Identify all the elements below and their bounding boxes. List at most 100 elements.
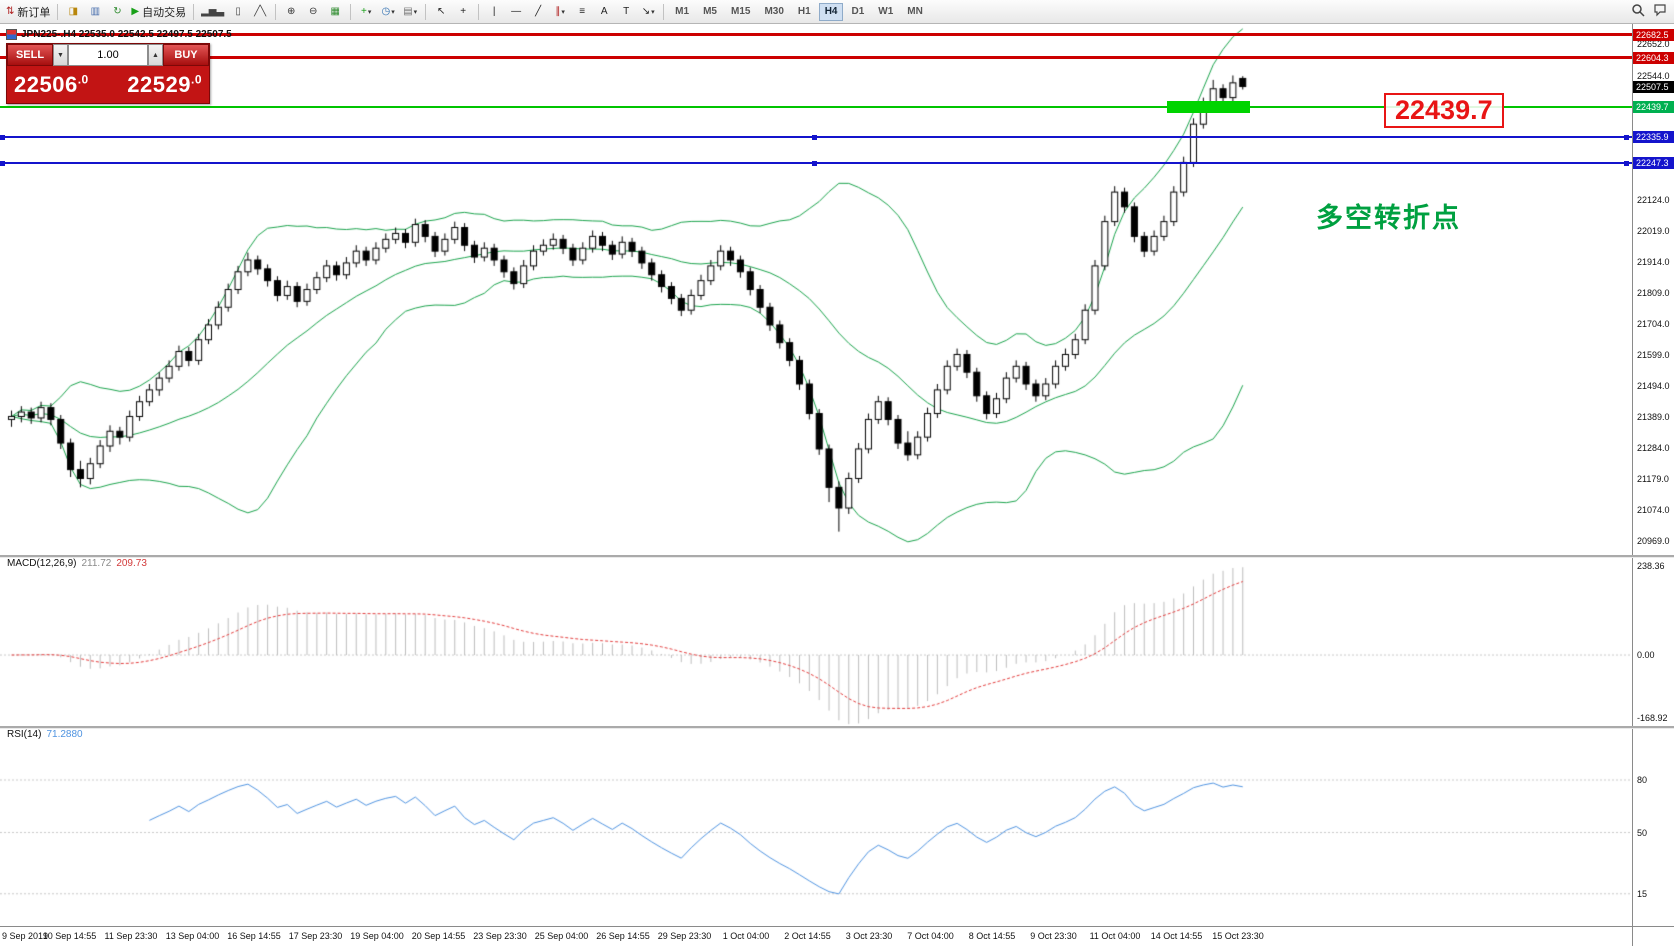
toolbar-separator	[275, 3, 277, 20]
toolbar-separator	[350, 3, 352, 20]
timeframe-mn-button[interactable]: MN	[901, 3, 929, 21]
rsi-level-label: 50	[1637, 827, 1648, 838]
rsi-level-label: 80	[1637, 775, 1648, 785]
price-scale-tag-blue: 22247.3	[1633, 157, 1674, 170]
horizontal-line-button[interactable]: —	[505, 2, 527, 22]
candlestick-chart-icon: ▯	[235, 6, 241, 17]
auto-trading-button[interactable]: ▶ 自动交易	[128, 2, 189, 22]
trade-panel-prices: 22506.0 22529.0	[7, 66, 209, 103]
sell-button[interactable]: SELL	[7, 44, 53, 66]
candlestick-chart-button[interactable]: ▯	[227, 2, 249, 22]
toolbar-separator	[57, 3, 59, 20]
price-scale-tag-red: 22604.3	[1633, 51, 1674, 64]
time-axis-label: 2 Oct 14:55	[784, 931, 831, 941]
dropdown-caret-icon: ▾	[651, 8, 655, 16]
toolbar-separator	[425, 3, 427, 20]
trendline-icon: ╱	[535, 6, 542, 17]
cursor-button[interactable]: ↖	[430, 2, 452, 22]
volume-down-button[interactable]: ▼	[53, 44, 68, 66]
line-chart-icon: ╱╲	[254, 6, 267, 17]
label-button[interactable]: T	[615, 2, 637, 22]
tile-windows-button[interactable]: ▦	[324, 2, 346, 22]
timeframe-group: M1 M5 M15 M30 H1 H4 D1 W1 MN	[668, 2, 930, 21]
time-axis-label: 11 Sep 23:30	[104, 931, 158, 941]
line-handle-0[interactable]	[0, 160, 5, 166]
timeframe-d1-button[interactable]: D1	[845, 3, 870, 21]
macd-indicator-label: MACD(12,26,9) 211.72 209.73	[7, 558, 147, 569]
rsi-panel-splitter[interactable]	[0, 726, 1674, 729]
crosshair-button[interactable]: +	[452, 2, 474, 22]
new-order-button-label: 新订单	[17, 6, 51, 19]
vertical-line-icon: |	[492, 6, 496, 17]
line-handle-2[interactable]	[1624, 160, 1629, 166]
channel-button[interactable]: ∥ ▾	[549, 2, 571, 22]
chart-annotation-text[interactable]: 多空转折点	[1316, 203, 1461, 233]
buy-button[interactable]: BUY	[163, 44, 209, 66]
price-scale-tag-green: 22439.7	[1633, 100, 1674, 113]
navigator-button[interactable]: ▥	[84, 2, 106, 22]
new-order-button[interactable]: ⇅ 新订单	[3, 2, 53, 22]
experts-button[interactable]: ↻	[106, 2, 128, 22]
text-button[interactable]: A	[593, 2, 615, 22]
price-scale-label: 22544.0	[1637, 70, 1670, 81]
new-chart-button[interactable]: + ▾	[355, 2, 377, 22]
timeframe-m1-button[interactable]: M1	[669, 3, 695, 21]
tile-windows-icon: ▦	[330, 6, 340, 17]
time-axis-label: 15 Oct 23:30	[1212, 931, 1264, 941]
arrows-button[interactable]: ↘ ▾	[637, 2, 659, 22]
price-scale-label: 22124.0	[1637, 194, 1670, 205]
line-handle-0[interactable]	[0, 134, 5, 140]
new-order-icon: ⇅	[6, 6, 15, 17]
dropdown-caret-icon: ▾	[413, 8, 418, 16]
price-scale-label: 21389.0	[1637, 411, 1670, 422]
market-watch-button[interactable]: ◨	[62, 2, 84, 22]
fibonacci-button[interactable]: ≡	[571, 2, 593, 22]
chart-canvas[interactable]	[0, 0, 1632, 946]
line-handle-2[interactable]	[1624, 134, 1629, 140]
price-scale-label: 22019.0	[1637, 225, 1670, 236]
vertical-line-button[interactable]: |	[483, 2, 505, 22]
highlight-segment-22439.7[interactable]	[1167, 100, 1250, 113]
buy-price[interactable]: 22529.0	[127, 71, 202, 97]
one-click-trading-panel: SELL ▼ ▲ BUY 22506.0 22529.0	[6, 43, 210, 104]
period-button[interactable]: ◷ ▾	[377, 2, 399, 22]
zoom-in-button[interactable]: ⊕	[280, 2, 302, 22]
timeframe-h4-button[interactable]: H4	[818, 2, 844, 21]
search-button[interactable]	[1627, 2, 1649, 22]
volume-up-button[interactable]: ▲	[148, 44, 163, 66]
bar-chart-icon: ▂▅▃	[201, 6, 225, 17]
time-axis-label: 7 Oct 04:00	[907, 931, 954, 941]
templates-icon: ▤	[403, 6, 413, 17]
line-handle-1[interactable]	[812, 134, 817, 140]
time-axis-label: 9 Oct 23:30	[1030, 931, 1077, 941]
trendline-button[interactable]: ╱	[527, 2, 549, 22]
macd-panel-splitter[interactable]	[0, 555, 1674, 558]
volume-input[interactable]	[68, 44, 148, 66]
line-chart-button[interactable]: ╱╲	[249, 2, 271, 22]
horizontal-line-22439.7[interactable]	[0, 105, 1632, 108]
triangle-down-icon: ▼	[57, 51, 64, 59]
timeframe-m30-button[interactable]: M30	[758, 3, 789, 21]
timeframe-w1-button[interactable]: W1	[872, 3, 899, 21]
new-chart-icon: +	[360, 6, 367, 17]
channel-icon: ∥	[555, 6, 561, 17]
symbol-ohlc-header: JPN225-.H4 22535.0 22542.5 22497.5 22507…	[6, 29, 232, 40]
zoom-out-button[interactable]: ⊖	[302, 2, 324, 22]
horizontal-line-22682.5[interactable]	[0, 33, 1632, 37]
text-icon: A	[600, 6, 608, 17]
dropdown-caret-icon: ▾	[561, 8, 565, 16]
timeframe-m5-button[interactable]: M5	[697, 3, 723, 21]
bar-chart-button[interactable]: ▂▅▃	[198, 2, 227, 22]
time-axis-label: 1 Oct 04:00	[722, 931, 770, 941]
chat-button[interactable]	[1649, 2, 1671, 22]
sell-price[interactable]: 22506.0	[14, 71, 89, 97]
horizontal-line-22604.3[interactable]	[0, 56, 1632, 60]
time-axis-label: 17 Sep 23:30	[288, 931, 343, 941]
templates-button[interactable]: ▤ ▾	[399, 2, 421, 22]
timeframe-m15-button[interactable]: M15	[725, 3, 756, 21]
time-axis-label: 13 Sep 04:00	[165, 931, 220, 941]
line-handle-1[interactable]	[812, 160, 817, 166]
timeframe-h1-button[interactable]: H1	[792, 3, 817, 21]
price-callout-label[interactable]: 22439.7	[1384, 93, 1504, 128]
label-icon: T	[623, 6, 630, 17]
